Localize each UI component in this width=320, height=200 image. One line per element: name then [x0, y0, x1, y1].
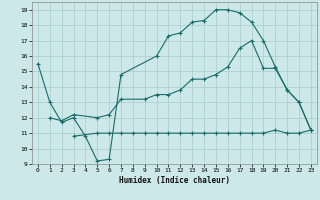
X-axis label: Humidex (Indice chaleur): Humidex (Indice chaleur) [119, 176, 230, 185]
